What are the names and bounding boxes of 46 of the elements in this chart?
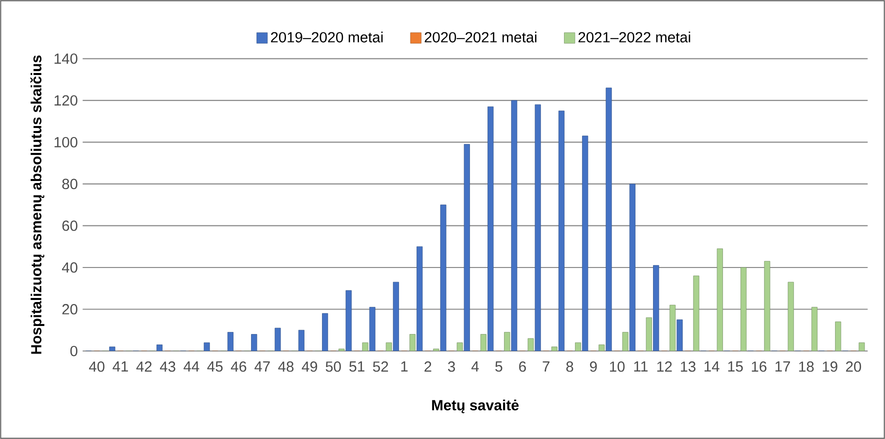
y-tick-label: 140	[54, 53, 78, 64]
x-axis-title: Metų savaitė	[432, 400, 519, 414]
x-tick-label: 48	[278, 361, 294, 372]
y-tick-label: 60	[62, 220, 78, 231]
legend-label: 2019–2020 metai	[271, 32, 383, 42]
y-tick-label: 100	[54, 137, 78, 148]
x-tick-label: 6	[519, 361, 526, 372]
x-tick-label: 11	[634, 361, 648, 372]
x-tick-label: 52	[373, 361, 388, 372]
x-tick-label: 51	[349, 361, 364, 372]
y-tick-label: 0	[70, 346, 78, 356]
x-tick-label: 10	[610, 361, 625, 372]
x-tick-label: 1	[401, 361, 408, 372]
legend-label: 2020–2021 metai	[424, 32, 536, 42]
y-tick-label: 20	[62, 304, 78, 314]
x-tick-label: 9	[590, 361, 597, 372]
x-tick-label: 16	[752, 361, 766, 372]
y-tick-label: 80	[62, 178, 78, 190]
x-tick-label: 14	[704, 361, 720, 372]
x-tick-label: 49	[302, 361, 318, 372]
x-tick-label: 46	[230, 361, 246, 372]
legend-label: 2021–2022 metai	[578, 32, 690, 42]
x-tick-label: 44	[184, 361, 200, 372]
x-tick-label: 45	[207, 361, 223, 372]
x-tick-label: 3	[448, 361, 455, 372]
y-tick-label: 120	[54, 95, 78, 106]
y-tick-label: 40	[62, 262, 78, 273]
x-tick-label: 13	[680, 361, 696, 372]
x-tick-label: 43	[160, 361, 176, 372]
x-tick-label: 5	[495, 361, 502, 372]
x-tick-label: 18	[799, 361, 814, 372]
x-tick-label: 2	[424, 361, 432, 372]
x-tick-label: 12	[657, 361, 672, 372]
x-tick-label: 15	[728, 361, 743, 372]
x-tick-label: 20	[846, 361, 862, 372]
x-tick-label: 7	[542, 361, 550, 372]
x-tick-label: 47	[254, 361, 270, 372]
x-tick-label: 50	[326, 361, 341, 372]
y-axis-title: Hospitalizuotų asmenų absoliutus skaičius	[30, 55, 44, 354]
x-tick-label: 40	[89, 361, 104, 372]
x-tick-label: 8	[566, 361, 574, 372]
x-tick-label: 42	[136, 361, 152, 372]
x-tick-label: 4	[471, 361, 479, 372]
x-tick-label: 17	[776, 361, 790, 372]
x-tick-label: 19	[822, 361, 838, 372]
x-tick-label: 41	[112, 361, 128, 372]
